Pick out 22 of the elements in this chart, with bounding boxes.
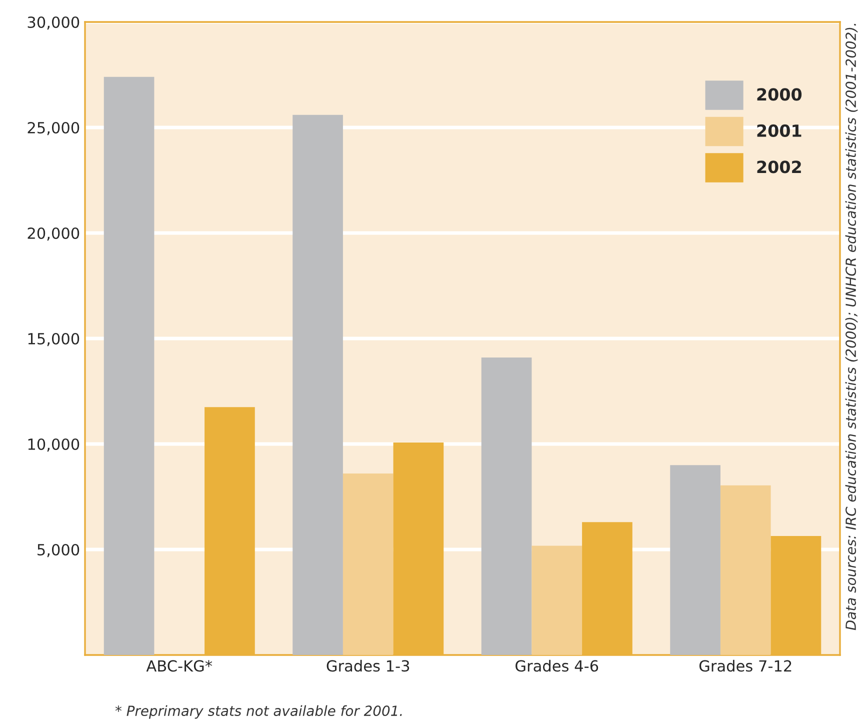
text: Data sources: IRC education statistics (2000); UNHCR education statistics (2001-2002). (845, 24, 858, 630)
bar (720, 485, 771, 655)
x-tick-label: Grades 7-12 (699, 660, 792, 672)
bar (342, 474, 394, 655)
legend-label: 2002 (757, 160, 801, 174)
x-tick-label: Grades 1-3 (326, 660, 410, 672)
y-tick-label: 30,000 (28, 16, 80, 30)
bar (670, 465, 720, 655)
y-tick-label: 20,000 (28, 227, 80, 241)
y-tick-label: 10,000 (28, 438, 80, 452)
y-tick-label: 5,000 (38, 544, 80, 558)
legend-label: 2001 (757, 124, 802, 137)
text: * Preprimary stats not available for 2001. (115, 705, 402, 719)
x-tick-label: ABC-KG* (146, 660, 212, 672)
y-tick-label: 15,000 (28, 332, 80, 346)
bar (104, 76, 154, 655)
x-tick-label: Grades 4-6 (516, 660, 598, 672)
bar (532, 546, 582, 655)
bar (292, 114, 343, 655)
legend-label: 2000 (757, 88, 802, 101)
bar (481, 357, 532, 655)
y-tick-label: 25,000 (28, 122, 80, 136)
